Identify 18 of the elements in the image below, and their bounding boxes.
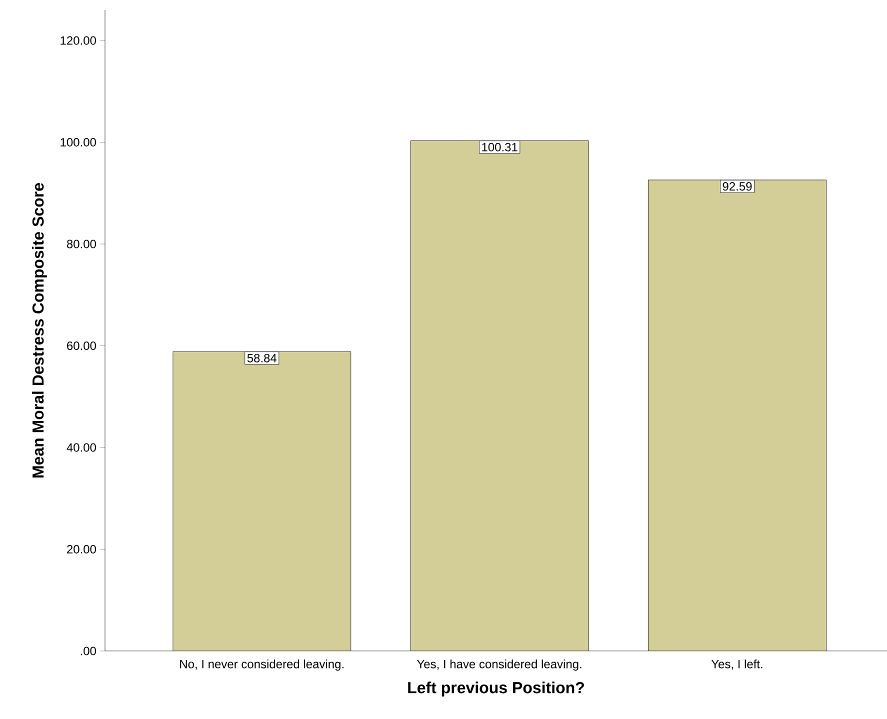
y-tick-label: 80.00 (66, 240, 96, 248)
y-tick-label: 120.00 (60, 36, 96, 45)
x-tick-label: No, I never considered leaving. (180, 660, 344, 671)
bar (410, 140, 589, 651)
x-axis-title: Left previous Position? (408, 682, 584, 696)
bar (172, 352, 351, 651)
y-tick-label: 40.00 (66, 443, 96, 452)
bar (648, 180, 826, 651)
data-label: 100.31 (482, 142, 518, 152)
x-tick-label: Yes, I have considered leaving. (417, 660, 582, 671)
data-label: 92.59 (722, 182, 752, 191)
y-tick-label: 20.00 (67, 544, 96, 554)
y-tick-label: 100.00 (60, 138, 96, 146)
y-tick-label: .00 (80, 646, 96, 656)
x-tick-label: Yes, I left. (711, 660, 762, 670)
y-tick-label: 60.00 (67, 342, 96, 350)
y-axis-title: Mean Moral Destress Composite Score (32, 183, 47, 478)
data-label: 58.84 (247, 354, 277, 362)
